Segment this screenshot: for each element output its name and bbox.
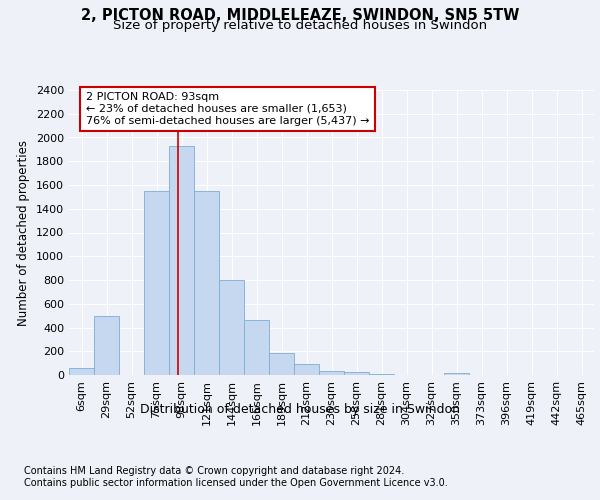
Bar [219, 280, 244, 375]
Bar [344, 372, 369, 375]
Bar [269, 353, 294, 375]
Y-axis label: Number of detached properties: Number of detached properties [17, 140, 31, 326]
Bar [169, 146, 194, 375]
Bar [369, 374, 394, 375]
Bar [294, 364, 319, 375]
Bar [244, 320, 269, 375]
Text: Distribution of detached houses by size in Swindon: Distribution of detached houses by size … [140, 402, 460, 415]
Bar [444, 373, 469, 375]
Text: Contains public sector information licensed under the Open Government Licence v3: Contains public sector information licen… [24, 478, 448, 488]
Text: Contains HM Land Registry data © Crown copyright and database right 2024.: Contains HM Land Registry data © Crown c… [24, 466, 404, 476]
Bar [194, 191, 219, 375]
Text: 2, PICTON ROAD, MIDDLELEAZE, SWINDON, SN5 5TW: 2, PICTON ROAD, MIDDLELEAZE, SWINDON, SN… [81, 8, 519, 22]
Text: Size of property relative to detached houses in Swindon: Size of property relative to detached ho… [113, 18, 487, 32]
Bar [144, 191, 169, 375]
Bar [94, 316, 119, 375]
Bar [319, 372, 344, 375]
Bar [69, 368, 94, 375]
Text: 2 PICTON ROAD: 93sqm
← 23% of detached houses are smaller (1,653)
76% of semi-de: 2 PICTON ROAD: 93sqm ← 23% of detached h… [86, 92, 370, 126]
